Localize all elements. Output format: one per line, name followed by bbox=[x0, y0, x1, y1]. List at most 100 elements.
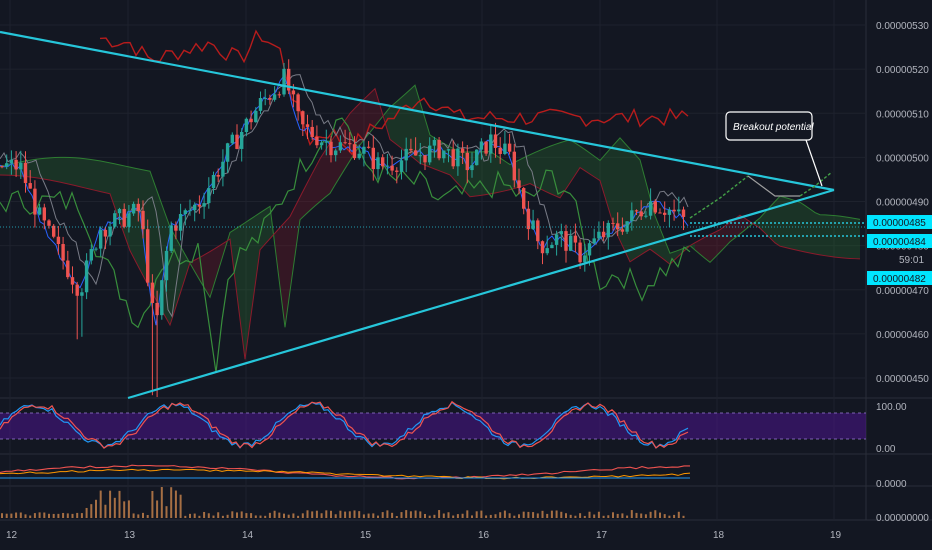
volume-bar bbox=[480, 510, 483, 518]
volume-bar bbox=[541, 510, 544, 518]
volume-bar bbox=[170, 487, 173, 518]
volume-panel bbox=[1, 487, 685, 518]
macd-panel bbox=[0, 464, 691, 480]
volume-bar bbox=[654, 510, 657, 518]
volume-bar bbox=[104, 504, 107, 518]
candle-body bbox=[56, 236, 61, 245]
candle-body bbox=[639, 211, 643, 217]
volume-bar bbox=[203, 511, 206, 518]
volume-bar bbox=[377, 515, 379, 518]
candle-body bbox=[5, 163, 9, 167]
price-label-current: 0.00000485 bbox=[867, 215, 932, 229]
projection-arrows bbox=[689, 171, 833, 219]
time-tick-label: 14 bbox=[242, 530, 254, 541]
candle-body bbox=[634, 210, 639, 212]
volume-bar bbox=[325, 510, 328, 518]
volume-bar bbox=[348, 511, 351, 518]
candle-body bbox=[418, 155, 422, 157]
candle-body bbox=[244, 118, 249, 132]
candle-body bbox=[89, 249, 93, 261]
candle-body bbox=[211, 174, 216, 189]
volume-bar bbox=[659, 512, 661, 518]
time-axis[interactable]: 12 13 14 15 16 17 18 19 bbox=[6, 530, 842, 541]
volume-bar bbox=[127, 500, 130, 518]
volume-bar bbox=[358, 511, 361, 518]
candle-body bbox=[14, 159, 18, 170]
svg-text:0.00000485: 0.00000485 bbox=[873, 218, 926, 229]
candle-body bbox=[658, 212, 662, 214]
candle-body bbox=[493, 134, 498, 148]
volume-bar bbox=[109, 490, 112, 518]
candle-body bbox=[413, 150, 418, 156]
volume-bar bbox=[626, 515, 629, 518]
candle-body bbox=[263, 97, 267, 99]
volume-bar bbox=[438, 510, 441, 518]
candle-body bbox=[437, 139, 441, 159]
candle-body bbox=[381, 157, 385, 167]
candle-body bbox=[296, 94, 300, 112]
candle-body bbox=[202, 203, 206, 207]
volume-bar bbox=[569, 514, 572, 518]
volume-bar bbox=[555, 510, 558, 518]
candle-body bbox=[540, 241, 545, 254]
volume-bar bbox=[62, 512, 65, 518]
volume-bar bbox=[259, 515, 262, 518]
candle-body bbox=[564, 231, 568, 251]
volume-bar bbox=[663, 514, 666, 518]
triangle-pattern[interactable] bbox=[0, 30, 835, 400]
volume-bar bbox=[268, 512, 271, 518]
candle-body bbox=[291, 90, 296, 95]
candle-body bbox=[409, 148, 413, 151]
candle-body bbox=[225, 143, 230, 162]
volume-bar bbox=[499, 512, 502, 518]
candle-body bbox=[183, 210, 187, 215]
volume-bar bbox=[621, 513, 624, 518]
volume-bar bbox=[113, 497, 116, 518]
volume-bar bbox=[90, 504, 93, 518]
price-tick-label: 0.00000470 bbox=[876, 286, 929, 297]
volume-bar bbox=[273, 510, 276, 518]
candle-body bbox=[597, 231, 601, 239]
candle-body bbox=[221, 161, 225, 177]
candle-body bbox=[390, 165, 394, 171]
volume-bar bbox=[33, 513, 36, 518]
candle-body bbox=[319, 142, 324, 146]
candle-body bbox=[103, 229, 108, 237]
stochastic-rsi-panel bbox=[0, 400, 866, 449]
candle-body bbox=[338, 142, 343, 151]
volume-bar bbox=[461, 513, 464, 518]
price-tick-label: 0.00000450 bbox=[876, 374, 929, 385]
candle-body bbox=[70, 277, 75, 285]
volume-bar bbox=[456, 514, 459, 518]
candle-body bbox=[399, 160, 404, 172]
volume-bar bbox=[278, 512, 281, 518]
candle-body bbox=[33, 188, 37, 215]
volume-bar bbox=[612, 512, 614, 518]
candle-body bbox=[578, 242, 582, 263]
price-tick-label: 0.00000530 bbox=[876, 21, 929, 32]
volume-bar bbox=[297, 515, 300, 518]
price-axis[interactable]: 0.00000530 0.00000520 0.00000510 0.00000500… bbox=[876, 21, 929, 385]
candle-body bbox=[66, 260, 70, 278]
volume-bar bbox=[616, 513, 619, 518]
annotation-text: Breakout potential bbox=[733, 122, 814, 133]
volume-bar bbox=[1, 513, 3, 518]
volume-bar bbox=[428, 515, 431, 518]
candle-body bbox=[512, 151, 516, 181]
volume-bar bbox=[560, 511, 563, 518]
candles-group bbox=[0, 59, 686, 398]
candle-body bbox=[592, 238, 596, 244]
price-tick-label: 0.00000520 bbox=[876, 65, 929, 76]
volume-bar bbox=[71, 513, 74, 518]
candle-body bbox=[681, 209, 686, 217]
candle-body bbox=[366, 146, 371, 148]
volume-bar bbox=[668, 515, 671, 518]
svg-text:0.00000482: 0.00000482 bbox=[873, 274, 926, 285]
candle-body bbox=[329, 141, 333, 156]
volume-bar bbox=[48, 513, 50, 518]
volume-bar bbox=[334, 514, 337, 518]
breakout-annotation[interactable]: Breakout potential bbox=[725, 111, 823, 187]
volume-bar bbox=[80, 513, 83, 518]
